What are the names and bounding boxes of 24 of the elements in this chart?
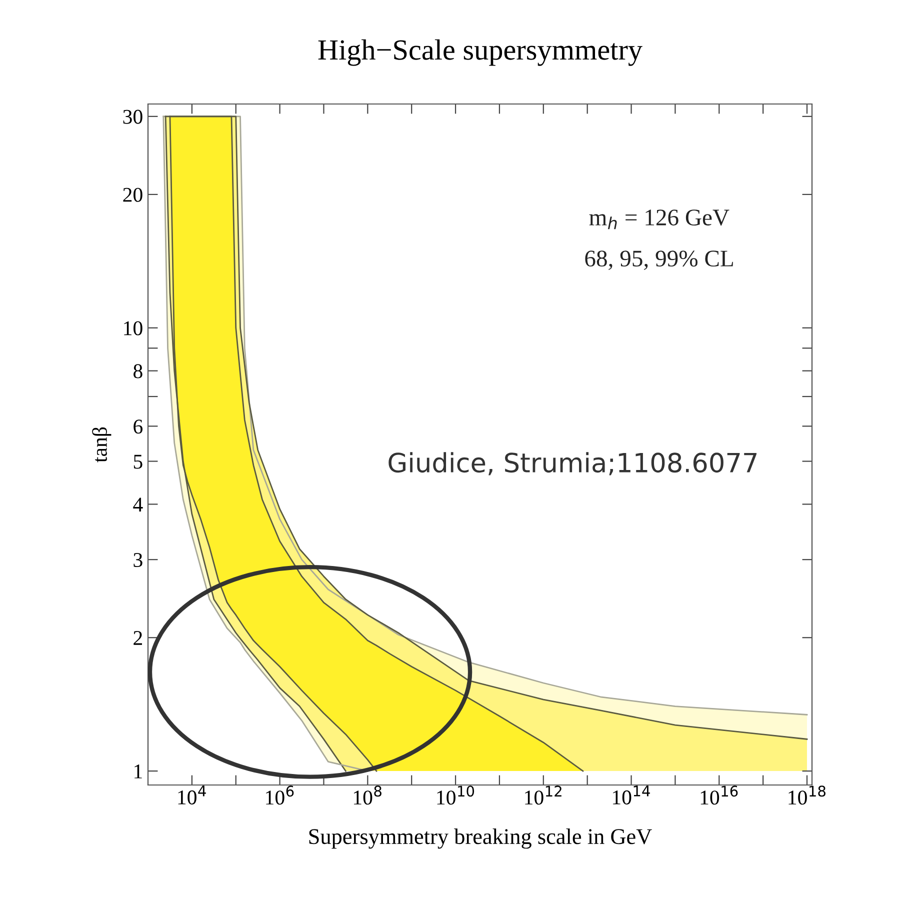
annotation: Giudice, Strumia;1108.6077 [388,452,756,476]
y-tick-label: 10 [124,321,142,336]
x-tick-label: 10$^{8}$ [354,786,382,805]
x-tick-label: 10$^{18}$ [788,786,826,805]
y-tick-label: 20 [123,188,142,202]
x-tick-label: 10$^{4}$ [178,786,206,804]
x-axis-title: Supersymmetry breaking scale in GeV [309,828,652,849]
y-tick-label: 30 [123,110,142,124]
x-tick-label: 10$^{14}$ [612,786,650,804]
x-tick-label: 10$^{16}$ [700,786,738,805]
x-tick-label: 10$^{10}$ [437,786,474,805]
y-tick-label: 8 [134,364,142,378]
x-tick-label: 10$^{12}$ [525,786,562,805]
y-tick-label: 5 [134,454,142,469]
annotation: 68, 95, 99% CL [585,250,733,270]
y-tick-label: 1 [134,764,142,778]
annotation: m$_{h}$ = 126 GeV [589,210,730,230]
y-tick-label: 2 [134,631,142,645]
y-tick-label: 4 [133,498,143,512]
chart-title: High−Scale supersymmetry [318,39,642,66]
y-axis-title: tanβ [92,427,112,462]
x-tick-label: 10$^{6}$ [266,786,294,805]
y-tick-label: 6 [134,420,143,434]
y-tick-label: 3 [134,553,142,568]
